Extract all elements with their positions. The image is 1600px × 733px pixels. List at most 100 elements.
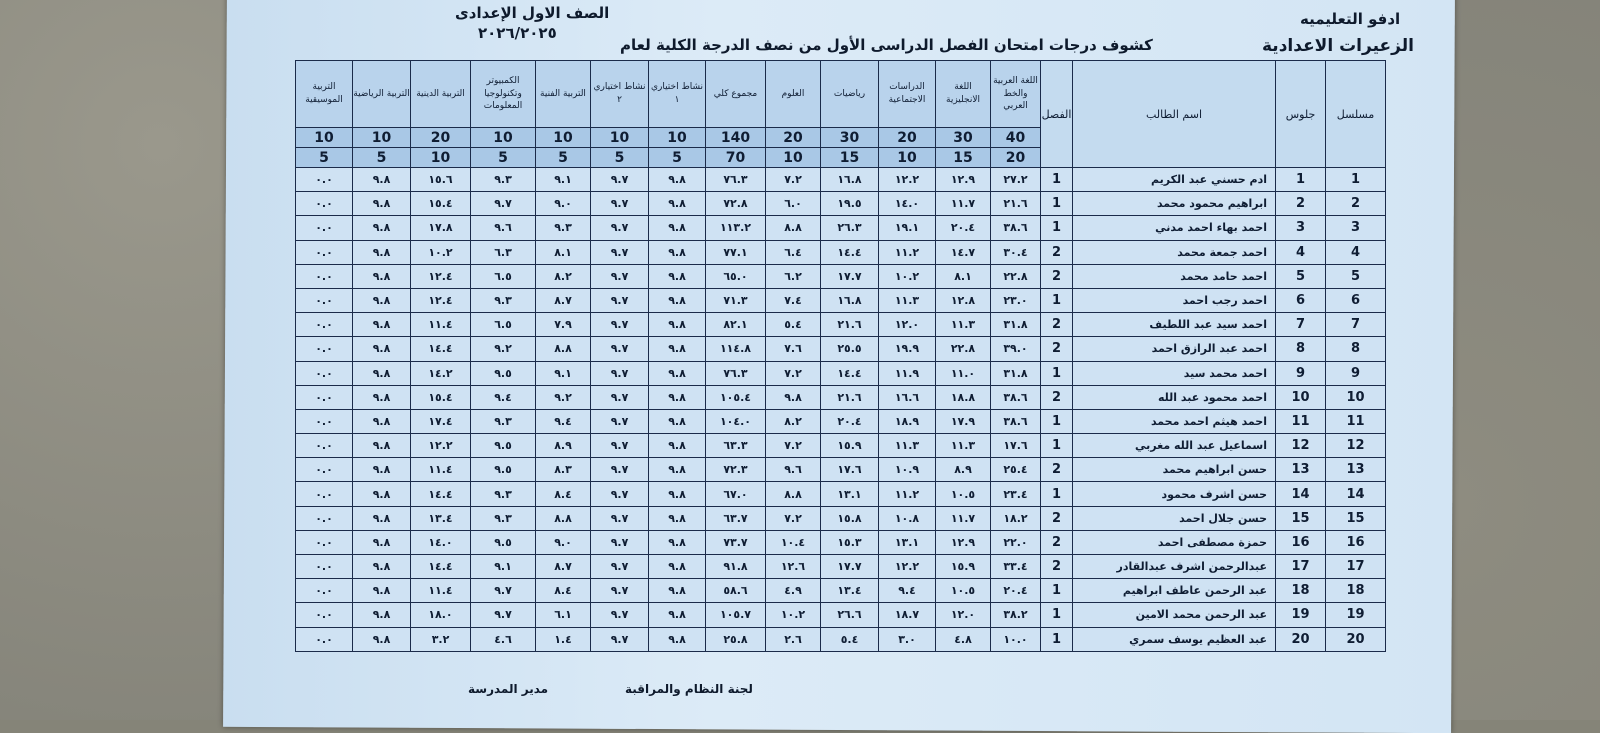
score-cell: ١٠.٢ [878,263,936,289]
score-cell: ١٥.٩ [820,433,879,459]
class-cell: 1 [1040,602,1073,628]
score-cell: ١٤.٤ [410,481,471,507]
score-cell: ١٠٤.٠ [705,408,766,435]
score-cell: ١٥.٩ [935,553,991,580]
score-cell: ٠.٠ [295,529,353,556]
score-cell: ١٠.٠ [990,626,1041,652]
student-name-cell: عبد الرحمن عاطف ابراهيم [1072,578,1276,604]
table-row: 18 18 عبد الرحمن عاطف ابراهيم 1 ٢٠.٤ ١٠.٥ ٩.٤ ١… [295,578,1386,604]
table-row: 6 6 احمد رجب احمد 1 ٢٣.٠ ١٢.٨ ١١.٣ ١٦.٨ ٧.٤ ٧١.٣ ٩… [295,287,1386,314]
score-cell: ٦.١ [535,602,591,628]
score-cell: ١٧.٨ [410,215,471,241]
half-score-cell: 5 [648,147,706,168]
class-cell: 2 [1040,384,1073,410]
score-cell: ٥٨.٦ [705,578,766,604]
score-cell: ٢٧.٢ [990,166,1041,193]
score-cell: ٩.٧ [590,481,649,507]
score-cell: ٠.٠ [295,553,353,580]
seat-number-cell: 10 [1275,384,1326,410]
score-cell: ٩.٨ [352,553,411,580]
score-cell: ١٥.٣ [820,529,879,556]
score-cell: ٨٢.١ [705,312,766,338]
score-cell: ١٢.٢ [410,433,471,459]
score-cell: ٩.٨ [352,312,411,338]
score-cell: ٩.٨ [648,505,706,531]
student-name-cell: عبد العظيم يوسف سمري [1072,626,1276,652]
academic-year: ٢٠٢٦/٢٠٢٥ [478,24,557,42]
score-cell: ٠.٠ [295,287,353,314]
score-cell: ٩.٨ [765,384,821,410]
seat-number-cell: 1 [1275,166,1326,193]
score-cell: ٩.٨ [648,481,706,507]
half-score-cell: 10 [765,147,821,168]
score-cell: ٣٨.٦ [990,384,1041,410]
score-cell: ١٢.٩ [935,166,991,193]
score-cell: ٢١.٦ [990,191,1041,217]
score-cell: ١٧.٦ [820,457,879,483]
student-name-cell: احمد رجب احمد [1072,287,1276,314]
student-name-cell: اسماعيل عبد الله مغربي [1072,433,1276,459]
score-cell: ٩.٧ [590,166,649,193]
score-cell: ٩.٨ [648,408,706,435]
serial-cell: 4 [1325,239,1386,265]
grade-label: الصف الاول الإعدادى [455,4,610,22]
score-cell: ١٩.٥ [820,191,879,217]
max-score-cell: 10 [352,127,411,148]
score-cell: ١٧.٧ [820,553,879,580]
score-cell: ٢١.٦ [820,384,879,410]
class-cell: 2 [1040,529,1073,556]
score-cell: ١١.٣ [878,433,936,459]
score-cell: ١٢.٢ [878,553,936,580]
score-cell: ٩.٨ [648,553,706,580]
student-name-cell: احمد جمعة محمد [1072,239,1276,265]
score-cell: ١٢.٤ [410,287,471,314]
score-cell: ٩.٧ [590,626,649,652]
table-row: 14 14 حسن اشرف محمود 1 ٢٣.٤ ١٠.٥ ١١.٢ ١٣.١ ٨.٨ ٦٧… [295,481,1386,507]
header-subject: الكمبيوتر وتكنولوجيا المعلومات [470,60,536,128]
score-cell: ١٢.٦ [765,553,821,580]
score-cell: ٩.٨ [352,384,411,410]
class-cell: 1 [1040,215,1073,241]
table-row: 4 4 احمد جمعة محمد 2 ٣٠.٤ ١٤.٧ ١١.٢ ١٤.٤ ٦.٤ ٧٧.١… [295,239,1386,265]
score-cell: ٧٧.١ [705,239,766,265]
score-cell: ٧٦.٣ [705,166,766,193]
score-cell: ٩.٧ [590,505,649,531]
score-cell: ١١.٣ [935,433,991,459]
score-cell: ٩.٣ [470,166,536,193]
score-cell: ٢٢.٨ [935,336,991,362]
score-cell: ٩.٧ [590,287,649,314]
score-cell: ١١.٣ [878,287,936,314]
score-cell: ٩.٨ [648,191,706,217]
score-cell: ٢١.٦ [820,312,879,338]
score-cell: ٧.٢ [765,505,821,531]
score-cell: ٩.٦ [765,457,821,483]
score-cell: ٩.٨ [352,457,411,483]
table-row: 3 3 احمد بهاء احمد مدني 1 ٣٨.٦ ٢٠.٤ ١٩.١ ٢٦.٣ ٨.… [295,215,1386,241]
max-score-cell: 20 [878,127,936,148]
score-cell: ٢٦.٣ [820,215,879,241]
serial-cell: 3 [1325,215,1386,241]
serial-cell: 7 [1325,312,1386,338]
seat-number-cell: 20 [1275,626,1326,652]
score-cell: ٩.٨ [648,287,706,314]
score-cell: ٩.٨ [352,215,411,241]
seat-number-cell: 12 [1275,433,1326,459]
class-cell: 1 [1040,287,1073,314]
score-cell: ٣.٢ [410,626,471,652]
max-score-cell: 10 [470,127,536,148]
score-cell: ١٤.٢ [410,360,471,386]
score-cell: ٦٧.٠ [705,481,766,507]
score-cell: ١١.٧ [935,505,991,531]
score-cell: ٩.٧ [590,263,649,289]
seat-number-cell: 8 [1275,336,1326,362]
header-subject: العلوم [765,60,821,128]
score-cell: ٩.٣ [470,505,536,531]
score-cell: ١٣.١ [820,481,879,507]
seat-number-cell: 18 [1275,578,1326,604]
score-cell: ٨.٩ [535,433,591,459]
score-cell: ٩.٨ [648,263,706,289]
seat-number-cell: 17 [1275,553,1326,580]
score-cell: ١٥.٤ [410,384,471,410]
score-cell: ٩.٧ [590,433,649,459]
seat-number-cell: 19 [1275,602,1326,628]
